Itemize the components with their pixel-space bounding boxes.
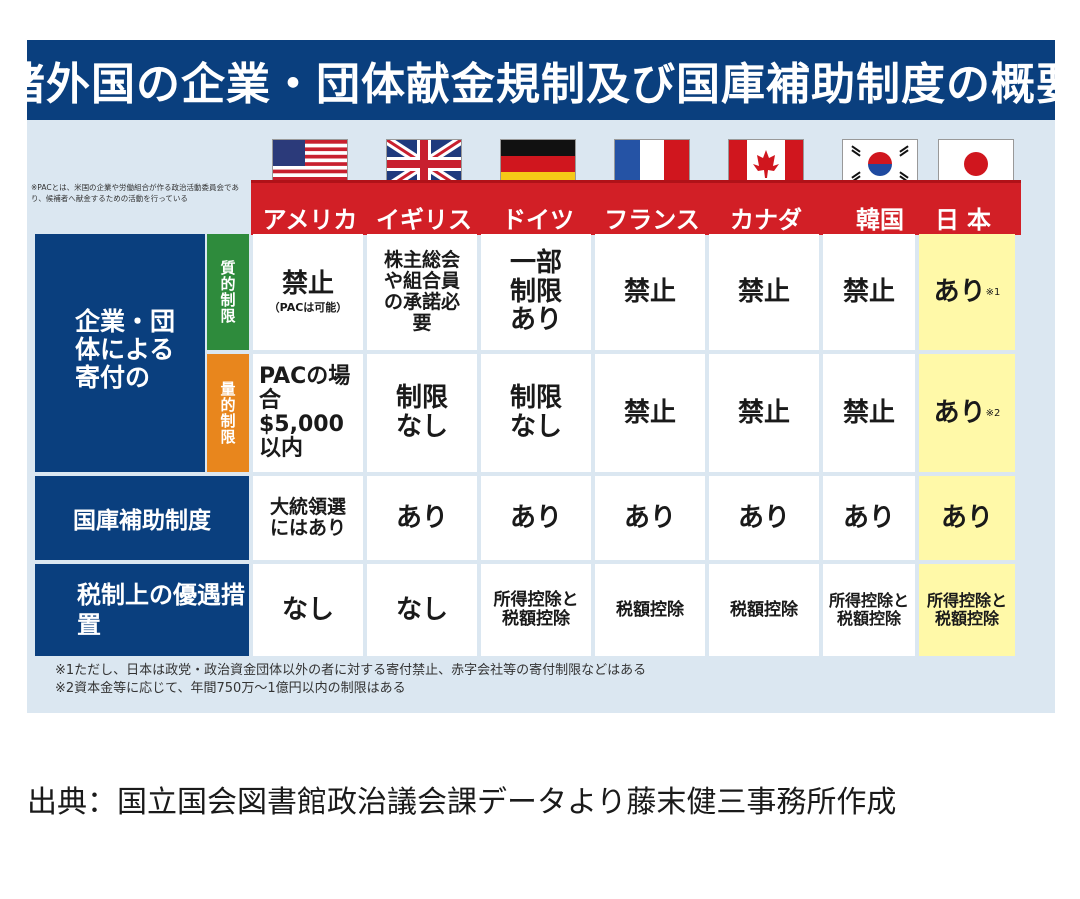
donation-row-header: 企業・団体による寄付の [35, 234, 205, 472]
cell-tax-de: 所得控除と税額控除 [481, 564, 591, 656]
country-canada: カナダ [709, 200, 823, 234]
cell-qualitative-jp: あり ※1 [919, 234, 1015, 350]
country-france: フランス [595, 200, 709, 234]
footnotes: ※1ただし、日本は政党・政治資金団体以外の者に対する寄付禁止、赤字会社等の寄付制… [55, 662, 646, 698]
cell-subsidy-ca: あり [709, 476, 819, 560]
cell-qualitative-kr: 禁止 [823, 234, 915, 350]
source-caption: 出典：国立国会図書館政治議会課データより藤末健三事務所作成 [27, 785, 897, 820]
cell-qualitative-us-main: 禁止 [281, 269, 334, 300]
cell-tax-uk: なし [367, 564, 477, 656]
cell-qualitative-de: 一部制限あり [481, 234, 591, 350]
cell-quantitative-fr: 禁止 [595, 354, 705, 472]
cell-qualitative-fr: 禁止 [595, 234, 705, 350]
cell-subsidy-us: 大統領選にはあり [253, 476, 363, 560]
cell-qualitative-us: 禁止 （PACは可能） [253, 234, 363, 350]
cell-subsidy-fr: あり [595, 476, 705, 560]
cell-tax-us: なし [253, 564, 363, 656]
cell-qualitative-us-sub: （PACは可能） [268, 300, 348, 314]
cell-quantitative-uk: 制限なし [367, 354, 477, 472]
country-japan: 日本 [919, 200, 1015, 234]
infographic-title: 諸外国の企業・団体献金規制及び国庫補助制度の概要 [1, 40, 1080, 120]
cell-subsidy-uk: あり [367, 476, 477, 560]
cell-tax-ca: 税額控除 [709, 564, 819, 656]
cell-quantitative-jp-value: あり [933, 397, 986, 428]
cell-subsidy-jp: あり [919, 476, 1015, 560]
country-korea: 韓国 [823, 200, 937, 234]
footnote-2: ※2資本金等に応じて、年間750万～1億円以内の制限はある [55, 681, 406, 696]
tax-row-header: 税制上の優遇措置 [35, 564, 249, 656]
cell-quantitative-jp: あり ※2 [919, 354, 1015, 472]
infographic: 諸外国の企業・団体献金規制及び国庫補助制度の概要 ※PACとは、米国の企業や労働… [1, 40, 1080, 713]
cell-subsidy-de: あり [481, 476, 591, 560]
cell-tax-fr: 税額控除 [595, 564, 705, 656]
cell-qualitative-ca: 禁止 [709, 234, 819, 350]
cell-tax-kr: 所得控除と税額控除 [823, 564, 915, 656]
subsidy-row-header: 国庫補助制度 [35, 476, 249, 560]
qualitative-limit-tag: 質的制限 [207, 234, 249, 350]
cell-subsidy-kr: あり [823, 476, 915, 560]
cell-quantitative-us: PACの場合$5,000以内 [253, 354, 363, 472]
cell-quantitative-kr: 禁止 [823, 354, 915, 472]
cell-quantitative-de: 制限なし [481, 354, 591, 472]
country-germany: ドイツ [481, 200, 595, 234]
pac-note: ※PACとは、米国の企業や労働組合が作る政治活動委員会であり、候補者へ献金するた… [31, 183, 239, 203]
footnote-1: ※1ただし、日本は政党・政治資金団体以外の者に対する寄付禁止、赤字会社等の寄付制… [55, 663, 647, 678]
footnote-marker-2: ※2 [985, 407, 1001, 419]
country-us: アメリカ [253, 200, 367, 234]
cell-qualitative-uk: 株主総会や組合員の承諾必要 [367, 234, 477, 350]
footnote-marker-1: ※1 [985, 286, 1001, 298]
country-uk: イギリス [367, 200, 481, 234]
quantitative-limit-tag: 量的制限 [207, 354, 249, 472]
cell-qualitative-jp-value: あり [933, 276, 986, 307]
cell-quantitative-ca: 禁止 [709, 354, 819, 472]
cell-tax-jp: 所得控除と税額控除 [919, 564, 1015, 656]
